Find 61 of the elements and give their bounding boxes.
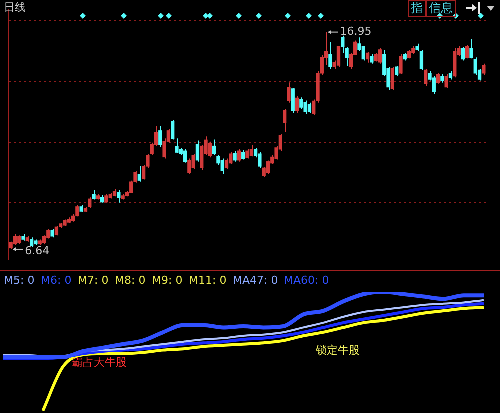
candlestick	[362, 46, 366, 62]
candlestick	[266, 160, 270, 175]
candlestick	[30, 237, 34, 248]
candlestick	[233, 150, 237, 162]
candlestick	[138, 166, 142, 182]
candlestick	[341, 35, 345, 54]
annotation: 日线	[4, 1, 26, 14]
text: M11: 0	[189, 274, 227, 287]
candlestick	[304, 100, 308, 115]
text: M5: 0	[4, 274, 35, 287]
candlestick	[246, 148, 250, 160]
candlestick	[291, 88, 295, 114]
candlestick	[308, 102, 312, 114]
text: MA60: 0	[284, 274, 330, 287]
text: M7: 0	[78, 274, 109, 287]
candlestick	[283, 108, 287, 133]
annotation: 锁定牛股	[316, 344, 360, 357]
candlestick	[220, 158, 224, 175]
annotation: 指	[408, 0, 426, 17]
candlestick	[461, 46, 466, 62]
text: M9: 0	[152, 274, 183, 287]
text: MA47: 0	[233, 274, 278, 287]
annotation: 16.95	[340, 25, 372, 38]
candlestick	[424, 68, 428, 87]
candlestick	[466, 44, 470, 60]
candlestick	[394, 66, 399, 78]
candlestick	[399, 54, 403, 75]
annotation: 霸占大牛股	[72, 356, 127, 369]
candlestick	[212, 139, 216, 156]
candlestick	[88, 197, 92, 209]
candlestick	[92, 190, 96, 200]
candlestick	[242, 150, 246, 160]
text: M8: 0	[115, 274, 146, 287]
candlestick	[171, 119, 175, 140]
candlestick	[336, 46, 341, 68]
candlestick	[295, 96, 300, 114]
candlestick	[366, 52, 370, 64]
candlestick	[474, 57, 478, 76]
candlestick	[196, 140, 200, 162]
candlestick	[370, 54, 374, 64]
candlestick	[482, 63, 486, 76]
candlestick	[117, 190, 121, 204]
candlestick	[250, 144, 254, 158]
candlestick	[258, 152, 262, 169]
candlestick	[378, 48, 382, 64]
annotation: 信息	[426, 0, 456, 17]
candlestick	[328, 42, 332, 70]
candlestick	[436, 72, 440, 84]
candlestick	[183, 148, 188, 164]
text: M6: 0	[41, 274, 72, 287]
candlestick	[13, 234, 18, 246]
candlestick	[470, 38, 474, 60]
candlestick	[237, 148, 242, 162]
annotation: 6.64	[25, 244, 50, 258]
candlestick	[188, 158, 192, 175]
candlestick	[390, 66, 395, 91]
candlestick	[287, 82, 291, 104]
candlestick	[158, 126, 162, 148]
candlestick	[444, 74, 448, 89]
candlestick	[300, 97, 304, 110]
candlestick	[175, 138, 179, 154]
